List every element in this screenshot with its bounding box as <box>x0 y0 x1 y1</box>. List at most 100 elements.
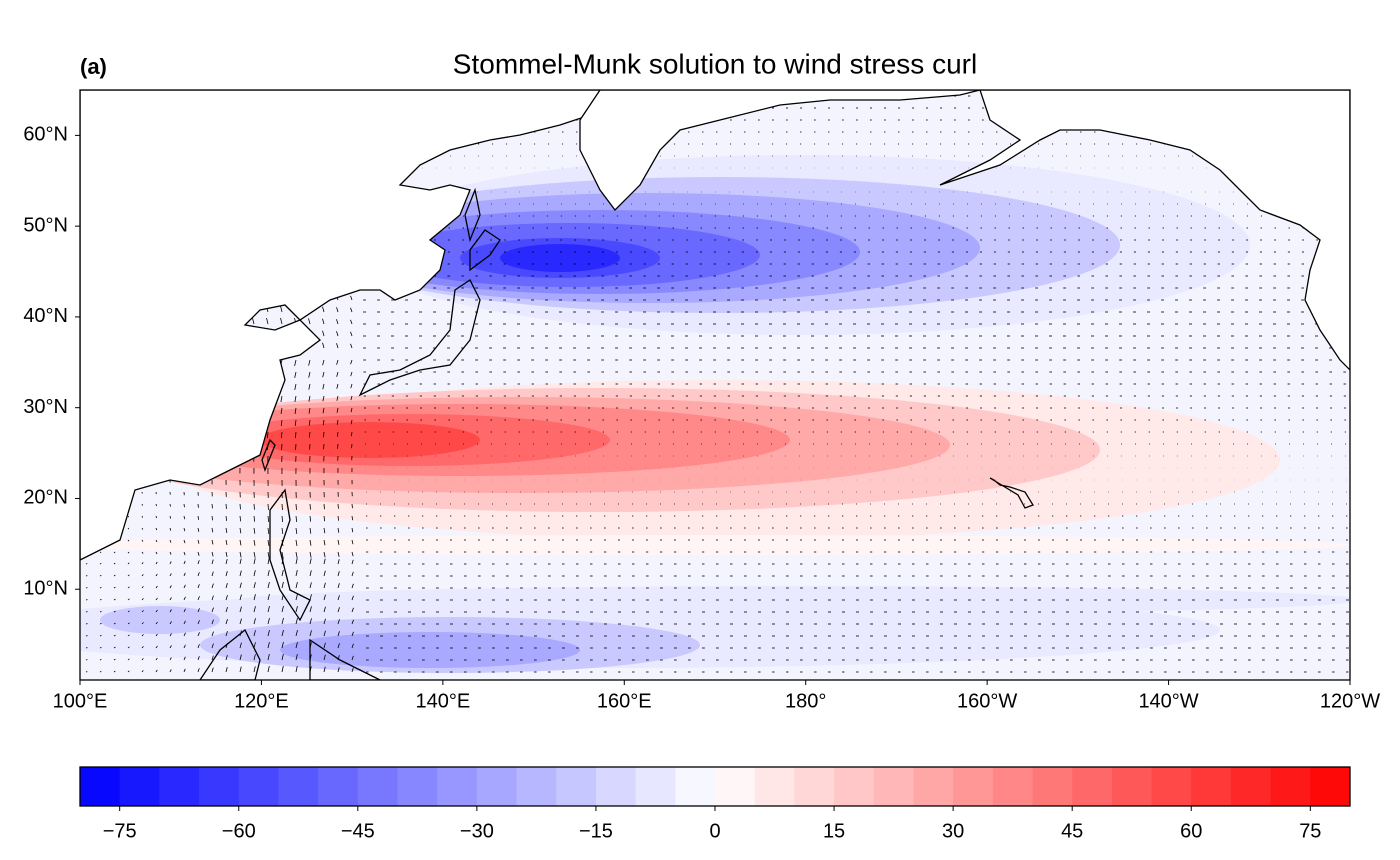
arrow <box>113 634 116 637</box>
arrow <box>127 670 130 673</box>
arrow <box>336 359 339 365</box>
arrow <box>197 608 200 613</box>
arrow <box>211 655 214 661</box>
arrow <box>155 561 158 565</box>
arrow <box>113 670 116 673</box>
arrow <box>197 632 200 637</box>
arrow <box>267 665 270 673</box>
arrow <box>183 515 186 520</box>
arrow <box>183 560 186 565</box>
arrow <box>253 618 256 625</box>
arrow <box>225 570 228 577</box>
arrow <box>253 515 256 522</box>
colorbar-segment <box>873 767 914 806</box>
arrow <box>309 515 312 522</box>
arrow <box>127 562 130 565</box>
colorbar-tick-label: 45 <box>1061 820 1083 842</box>
arrow <box>239 582 242 589</box>
arrow <box>351 583 354 589</box>
arrow <box>351 619 354 625</box>
arrow <box>322 330 325 337</box>
colorbar-segment <box>516 767 557 806</box>
arrow <box>211 619 214 625</box>
arrow <box>197 572 200 577</box>
arrow <box>169 609 172 613</box>
contour-fill <box>100 606 220 634</box>
map-frame <box>79 89 1351 681</box>
arrow <box>295 551 298 558</box>
arrow <box>155 645 158 649</box>
arrow <box>267 605 270 613</box>
arrow <box>350 371 353 377</box>
arrow <box>169 551 172 555</box>
arrow <box>322 383 325 390</box>
arrow <box>127 539 130 542</box>
x-tick-label: 160°E <box>597 690 652 712</box>
philippines <box>269 488 311 622</box>
arrow <box>127 658 130 661</box>
arrow <box>141 658 144 661</box>
arrow <box>323 582 326 589</box>
arrow <box>183 668 186 673</box>
arrow <box>141 610 144 613</box>
arrow <box>197 644 200 649</box>
arrow <box>127 598 130 601</box>
colorbar-segment <box>357 767 398 806</box>
arrow <box>99 622 102 625</box>
colorbar-segment <box>834 767 875 806</box>
arrow <box>322 306 325 313</box>
arrow <box>295 539 298 546</box>
arrow <box>225 539 228 545</box>
arrow <box>351 643 354 649</box>
arrow <box>267 569 270 577</box>
arrow <box>169 561 172 565</box>
arrow <box>225 559 228 565</box>
arrow <box>225 515 228 521</box>
arrow <box>336 431 339 437</box>
arrow <box>267 653 270 661</box>
arrow <box>155 515 158 519</box>
arrow <box>309 606 312 613</box>
arrow <box>266 431 269 438</box>
arrow <box>155 585 158 589</box>
arrow <box>281 641 284 649</box>
arrow <box>197 584 200 589</box>
arrow <box>197 527 200 532</box>
arrow <box>294 395 297 402</box>
arrow <box>323 618 326 625</box>
arrow <box>183 539 186 544</box>
arrow <box>336 395 339 401</box>
arrow <box>253 654 256 661</box>
arrow <box>337 643 340 649</box>
arrow <box>239 606 242 613</box>
arrow <box>267 581 270 589</box>
arrow <box>253 570 256 577</box>
arrow <box>351 527 354 533</box>
arrow <box>155 527 158 531</box>
arrow <box>337 539 340 545</box>
arrow <box>267 617 270 625</box>
north-america <box>939 90 1350 371</box>
arrow <box>253 594 256 601</box>
arrow <box>336 407 339 413</box>
arrow <box>183 632 186 637</box>
colorbar-segment <box>1191 767 1232 806</box>
arrow <box>337 595 340 601</box>
x-tick-label: 140°E <box>415 690 470 712</box>
arrow <box>351 607 354 613</box>
colorbar-segment <box>437 767 478 806</box>
arrow <box>309 618 312 625</box>
colorbar-segment <box>595 767 637 806</box>
arrow <box>169 573 172 577</box>
arrow <box>267 629 270 637</box>
y-tick-label: 50°N <box>23 214 68 236</box>
arrow <box>141 515 144 518</box>
arrow <box>99 610 102 613</box>
arrow <box>322 395 325 402</box>
arrow <box>308 395 311 402</box>
arrow <box>309 630 312 637</box>
colorbar-segment <box>635 767 676 806</box>
colorbar-tick-label: −45 <box>341 820 375 842</box>
arrow <box>127 610 130 613</box>
arrow <box>308 419 311 426</box>
